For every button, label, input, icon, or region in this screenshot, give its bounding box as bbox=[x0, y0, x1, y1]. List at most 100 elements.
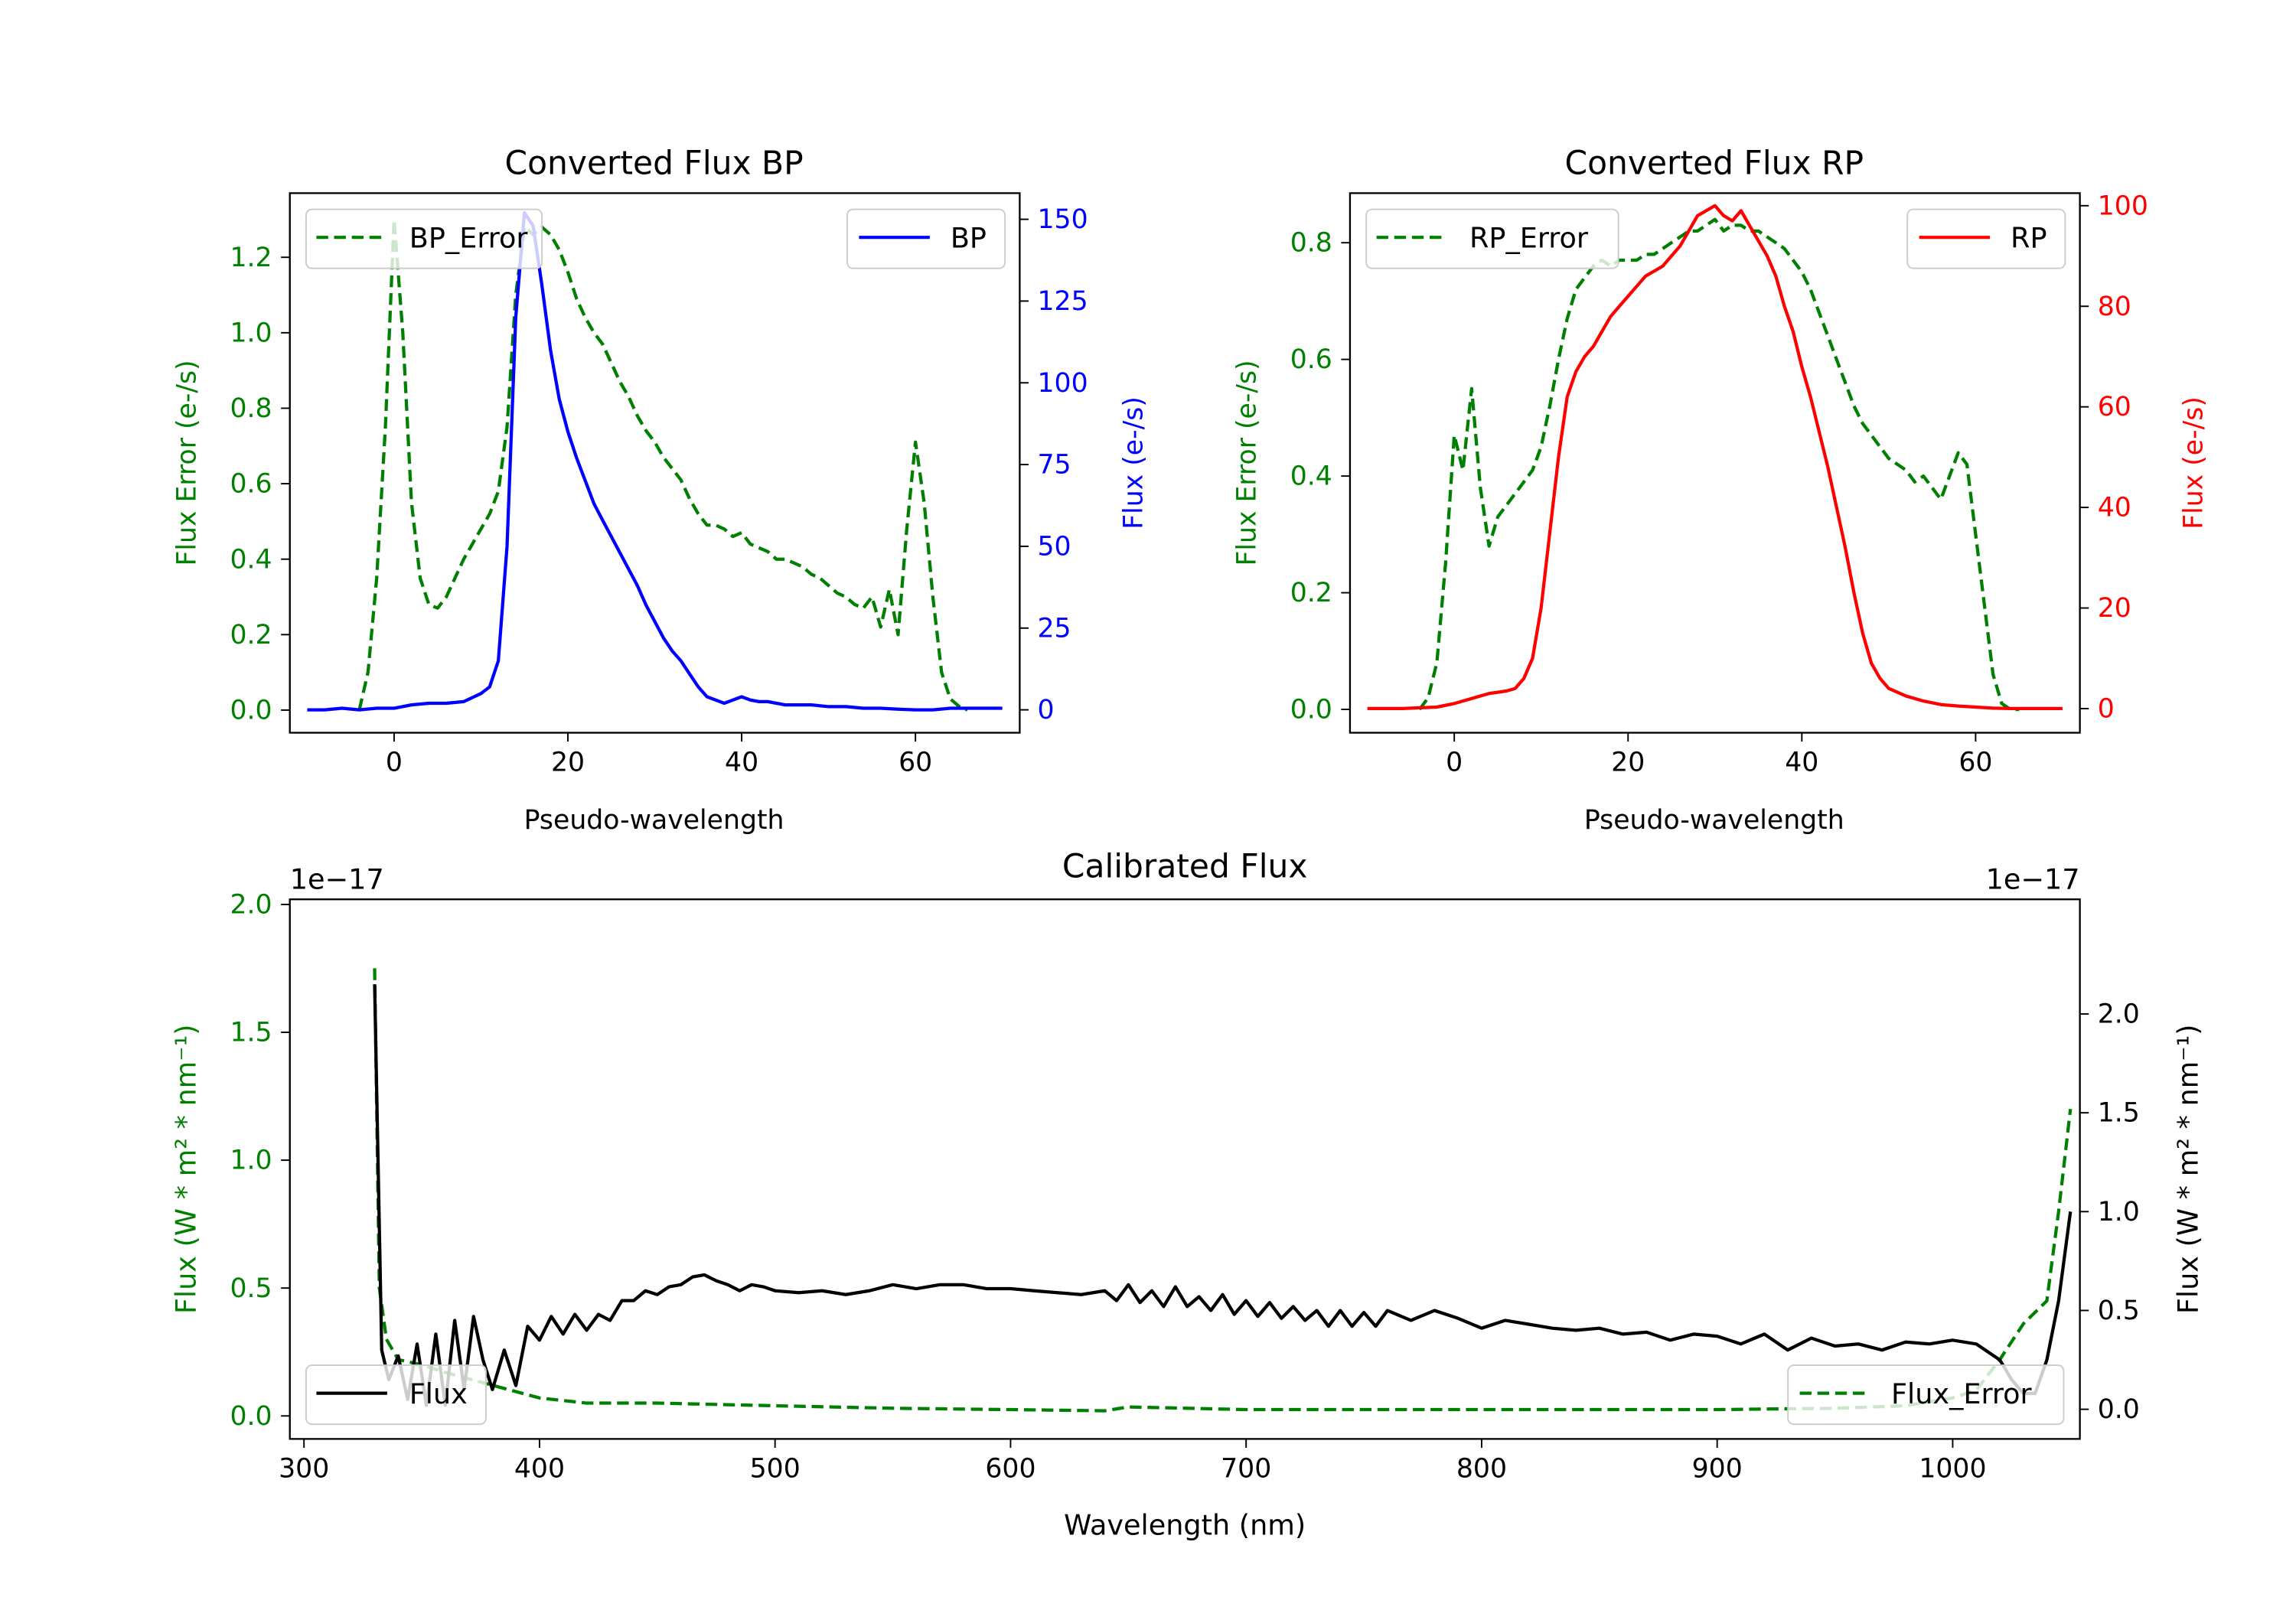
x-tick-label: 40 bbox=[1785, 748, 1818, 778]
bp-legend-label: BP bbox=[951, 222, 987, 255]
right-y-tick-label: 80 bbox=[2098, 292, 2131, 322]
rp-axes-frame bbox=[1349, 192, 2081, 734]
x-tick-label: 300 bbox=[279, 1453, 329, 1484]
flux-error-legend-label: Flux_Error bbox=[1891, 1377, 2033, 1410]
rp-rp-error-line bbox=[1417, 217, 2020, 712]
left-y-tick-label: 0.2 bbox=[230, 620, 272, 650]
rp-chart: Converted Flux RP 0 20 40 60 0.00.20.40.60.… bbox=[1232, 144, 2210, 835]
left-y-tick-label: 0.4 bbox=[230, 544, 272, 575]
legend-box bbox=[305, 208, 543, 269]
left-y-tick-label: 1.0 bbox=[230, 1146, 272, 1176]
bp-error-legend[interactable]: BP_Error bbox=[305, 208, 543, 269]
rp-left-axis-label: Flux Error (e-/s) bbox=[1232, 360, 1263, 566]
x-tick-label: 900 bbox=[1692, 1453, 1743, 1484]
bp-plot-area bbox=[307, 210, 1003, 712]
rp-plot-area bbox=[1367, 204, 2063, 712]
bp-left-y-axis: 0.0 0.2 0.4 0.6 0.8 1.0 1.2 bbox=[230, 243, 290, 725]
left-y-tick-label: 0.0 bbox=[230, 1401, 272, 1432]
right-y-tick-label: 20 bbox=[2098, 593, 2131, 624]
rp-chart-title: Converted Flux RP bbox=[1565, 144, 1864, 181]
left-y-tick-label: 0.2 bbox=[1290, 578, 1332, 608]
rp-x-axis: 0 20 40 60 bbox=[1446, 732, 1992, 778]
flux-error-legend[interactable]: Flux_Error bbox=[1787, 1364, 2065, 1426]
left-offset-text: 1e−17 bbox=[290, 863, 384, 896]
right-y-tick-label: 75 bbox=[1038, 450, 1071, 481]
left-y-tick-label: 0.5 bbox=[230, 1273, 272, 1304]
bp-axes-frame bbox=[289, 192, 1021, 734]
right-y-tick-label: 60 bbox=[2098, 392, 2131, 422]
x-tick-label: 0 bbox=[1446, 748, 1463, 778]
rp-legend[interactable]: RP bbox=[1906, 208, 2066, 269]
left-y-tick-label: 1.5 bbox=[230, 1018, 272, 1048]
bp-left-axis-label: Flux Error (e-/s) bbox=[171, 360, 202, 566]
rp-rp-line bbox=[1367, 204, 2063, 711]
x-tick-label: 20 bbox=[551, 748, 585, 778]
x-tick-label: 20 bbox=[1611, 748, 1645, 778]
right-y-tick-label: 50 bbox=[1038, 531, 1071, 562]
rp-legend-label: RP bbox=[2011, 222, 2047, 255]
x-tick-label: 0 bbox=[386, 748, 403, 778]
calibrated-axes-frame bbox=[289, 898, 2081, 1440]
rp-error-legend[interactable]: RP_Error bbox=[1365, 208, 1619, 269]
bp-bp-line bbox=[307, 210, 1003, 712]
rp-left-y-axis: 0.0 0.2 0.4 0.6 0.8 bbox=[1290, 228, 1350, 725]
calibrated-x-axis: 300 400 500 600 700 800 900 1000 bbox=[279, 1439, 1987, 1484]
calibrated-chart-title: Calibrated Flux bbox=[1062, 847, 1308, 885]
x-tick-label: 700 bbox=[1221, 1453, 1271, 1484]
legend-box bbox=[1787, 1364, 2065, 1426]
right-y-tick-label: 0.5 bbox=[2098, 1296, 2140, 1326]
legend-box bbox=[1365, 208, 1619, 269]
left-y-tick-label: 1.0 bbox=[230, 318, 272, 348]
right-offset-text: 1e−17 bbox=[1986, 863, 2080, 896]
x-tick-label: 60 bbox=[899, 748, 932, 778]
cal-flux-line bbox=[373, 984, 2073, 1407]
rp-x-axis-label: Pseudo-wavelength bbox=[1584, 805, 1844, 836]
right-y-tick-label: 1.5 bbox=[2098, 1098, 2140, 1129]
right-y-tick-label: 25 bbox=[1038, 613, 1071, 644]
right-y-tick-label: 1.0 bbox=[2098, 1197, 2140, 1227]
right-y-tick-label: 150 bbox=[1038, 204, 1088, 235]
right-y-tick-label: 100 bbox=[2098, 191, 2148, 221]
right-y-tick-label: 100 bbox=[1038, 368, 1088, 399]
right-y-tick-label: 40 bbox=[2098, 493, 2131, 523]
left-y-tick-label: 0.6 bbox=[1290, 344, 1332, 375]
flux-legend-label: Flux bbox=[409, 1377, 468, 1410]
right-y-tick-label: 0 bbox=[2098, 694, 2115, 725]
rp-right-axis-label: Flux (e-/s) bbox=[2179, 396, 2210, 530]
x-tick-label: 500 bbox=[750, 1453, 801, 1484]
left-y-tick-label: 0.8 bbox=[230, 393, 272, 424]
bp-bp-error-line bbox=[357, 217, 969, 712]
left-y-tick-label: 0.0 bbox=[1290, 695, 1332, 725]
bp-right-y-axis: 0 25 50 75 100 125 150 bbox=[1019, 204, 1088, 725]
left-y-tick-label: 2.0 bbox=[230, 889, 272, 920]
left-y-tick-label: 0.0 bbox=[230, 695, 272, 725]
bp-error-legend-label: BP_Error bbox=[409, 222, 529, 255]
x-tick-label: 400 bbox=[514, 1453, 565, 1484]
left-y-tick-label: 0.6 bbox=[230, 469, 272, 500]
right-y-tick-label: 0 bbox=[1038, 695, 1055, 725]
calibrated-left-axis-label: Flux (W * m² * nm⁻¹) bbox=[169, 1024, 202, 1314]
bp-x-axis-label: Pseudo-wavelength bbox=[524, 805, 784, 836]
x-tick-label: 60 bbox=[1958, 748, 1992, 778]
flux-legend[interactable]: Flux bbox=[305, 1364, 487, 1426]
bp-legend[interactable]: BP bbox=[846, 208, 1006, 269]
x-tick-label: 800 bbox=[1456, 1453, 1507, 1484]
right-y-tick-label: 2.0 bbox=[2098, 999, 2140, 1030]
x-tick-label: 40 bbox=[725, 748, 758, 778]
left-y-tick-label: 0.8 bbox=[1290, 228, 1332, 259]
left-y-tick-label: 1.2 bbox=[230, 243, 272, 273]
bp-chart-title: Converted Flux BP bbox=[505, 144, 804, 181]
rp-error-legend-label: RP_Error bbox=[1469, 222, 1589, 255]
x-tick-label: 1000 bbox=[1919, 1453, 1986, 1484]
left-y-tick-label: 0.4 bbox=[1290, 461, 1332, 492]
x-tick-label: 600 bbox=[985, 1453, 1035, 1484]
bp-right-axis-label: Flux (e-/s) bbox=[1118, 396, 1149, 530]
calibrated-chart: Calibrated Flux 1e−17 1e−17 300 400 500 600… bbox=[169, 847, 2204, 1541]
calibrated-left-y-axis: 0.0 0.5 1.0 1.5 2.0 bbox=[230, 889, 290, 1432]
legend-box bbox=[305, 1364, 487, 1426]
right-y-tick-label: 0.0 bbox=[2098, 1394, 2140, 1425]
right-y-tick-label: 125 bbox=[1038, 286, 1088, 317]
calibrated-right-y-axis: 0.0 0.5 1.0 1.5 2.0 bbox=[2079, 999, 2140, 1425]
rp-right-y-axis: 0 20 40 60 80 100 bbox=[2079, 191, 2148, 725]
